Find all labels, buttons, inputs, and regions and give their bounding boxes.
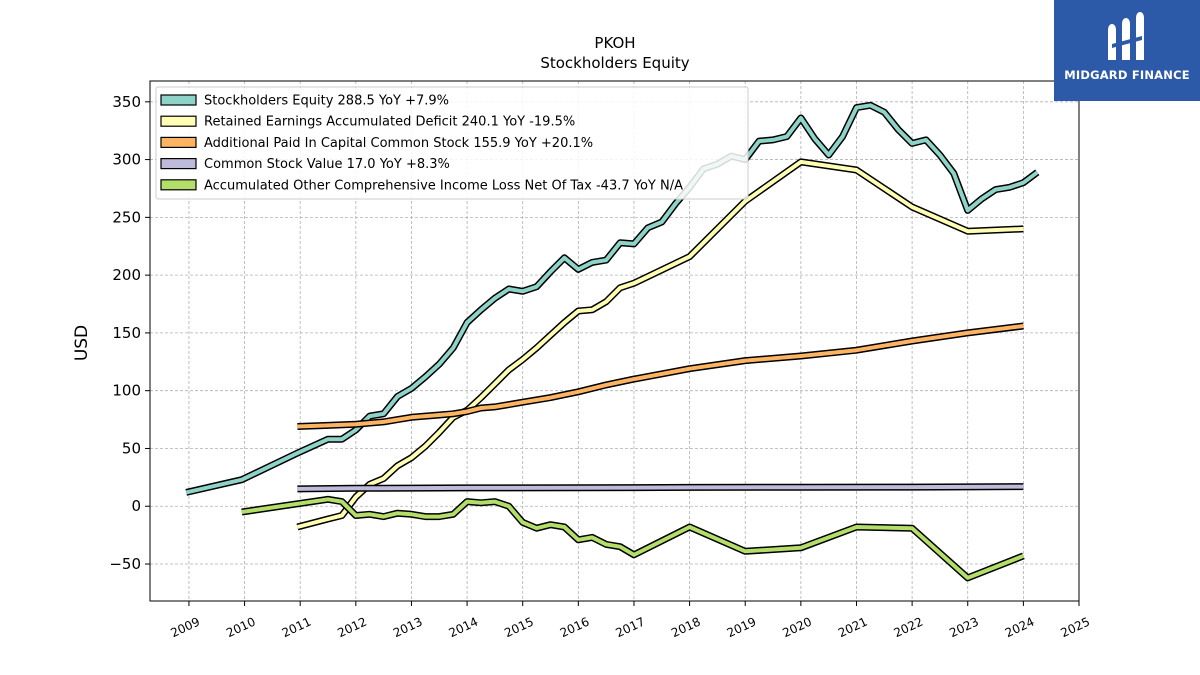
legend-label: Retained Earnings Accumulated Deficit 24… bbox=[204, 115, 575, 130]
series-line bbox=[185, 103, 1039, 495]
brand-logo: MIDGARD FINANCE bbox=[1054, 0, 1200, 101]
legend: Stockholders Equity 288.5 YoY +7.9% Retai… bbox=[155, 86, 749, 200]
series-retained-earnings-accumulated-deficit bbox=[296, 158, 1024, 531]
legend-swatch bbox=[160, 115, 197, 127]
logo-mark-icon bbox=[1108, 12, 1144, 60]
x-tick-label: 2014 bbox=[447, 615, 481, 641]
x-tick-label: 2015 bbox=[502, 615, 536, 641]
legend-swatch bbox=[160, 94, 197, 106]
x-tick-label: 2022 bbox=[892, 615, 926, 641]
legend-label: Stockholders Equity 288.5 YoY +7.9% bbox=[204, 94, 449, 109]
series-line-outline bbox=[241, 495, 1025, 582]
legend-swatch bbox=[160, 158, 197, 170]
x-tick-label: 2010 bbox=[224, 615, 258, 641]
x-tick-label: 2016 bbox=[558, 615, 592, 641]
y-tick-label: 100 bbox=[112, 382, 141, 400]
legend-swatch bbox=[160, 179, 197, 191]
series-line bbox=[241, 497, 1025, 580]
legend-swatch bbox=[160, 136, 197, 148]
series-common-stock-value bbox=[297, 483, 1024, 493]
chart-title: PKOH bbox=[594, 34, 635, 52]
x-axis: 2009 2010 2011 2012 2013 2014 2015 2016 2017 2018… bbox=[168, 601, 1092, 640]
x-tick-label: 2025 bbox=[1059, 615, 1093, 641]
series-stockholders-equity bbox=[185, 101, 1040, 496]
x-tick-label: 2023 bbox=[947, 615, 981, 641]
x-tick-label: 2018 bbox=[669, 615, 703, 641]
legend-box bbox=[155, 86, 749, 200]
plot-frame bbox=[149, 80, 1080, 602]
series-line bbox=[297, 324, 1024, 429]
series-line-outline bbox=[296, 158, 1024, 531]
x-tick-label: 2012 bbox=[335, 615, 369, 641]
series-line bbox=[297, 484, 1024, 491]
x-tick-label: 2017 bbox=[613, 615, 647, 641]
x-tick-label: 2019 bbox=[725, 615, 759, 641]
x-tick-label: 2021 bbox=[836, 615, 870, 641]
y-tick-label: 150 bbox=[112, 324, 141, 342]
logo-text: MIDGARD FINANCE bbox=[1064, 68, 1190, 82]
x-tick-label: 2009 bbox=[168, 615, 202, 641]
legend-label: Common Stock Value 17.0 YoY +8.3% bbox=[204, 157, 450, 172]
x-tick-label: 2013 bbox=[391, 615, 425, 641]
y-tick-label: 250 bbox=[112, 208, 141, 226]
y-tick-label: −50 bbox=[109, 555, 141, 573]
series-layer bbox=[185, 101, 1040, 582]
y-tick-label: 0 bbox=[131, 497, 141, 515]
legend-label: Additional Paid In Capital Common Stock … bbox=[204, 136, 593, 151]
y-tick-label: 350 bbox=[112, 93, 141, 111]
chart-subtitle: Stockholders Equity bbox=[540, 54, 689, 72]
y-axis: −50 0 50 100 150 200 250 300 350 bbox=[109, 93, 150, 573]
x-tick-label: 2024 bbox=[1003, 615, 1037, 641]
x-tick-label: 2011 bbox=[280, 615, 314, 641]
y-axis-label: USD bbox=[72, 325, 92, 361]
series-additional-paid-in-capital-common-stock bbox=[297, 322, 1024, 430]
y-tick-label: 50 bbox=[122, 439, 141, 457]
legend-label: Accumulated Other Comprehensive Income L… bbox=[204, 178, 683, 193]
x-tick-label: 2020 bbox=[780, 615, 814, 641]
y-tick-label: 300 bbox=[112, 151, 141, 169]
series-line bbox=[296, 159, 1024, 529]
series-accumulated-other-comprehensive-income-loss-net-of-tax bbox=[241, 495, 1025, 582]
y-tick-label: 200 bbox=[112, 266, 141, 284]
